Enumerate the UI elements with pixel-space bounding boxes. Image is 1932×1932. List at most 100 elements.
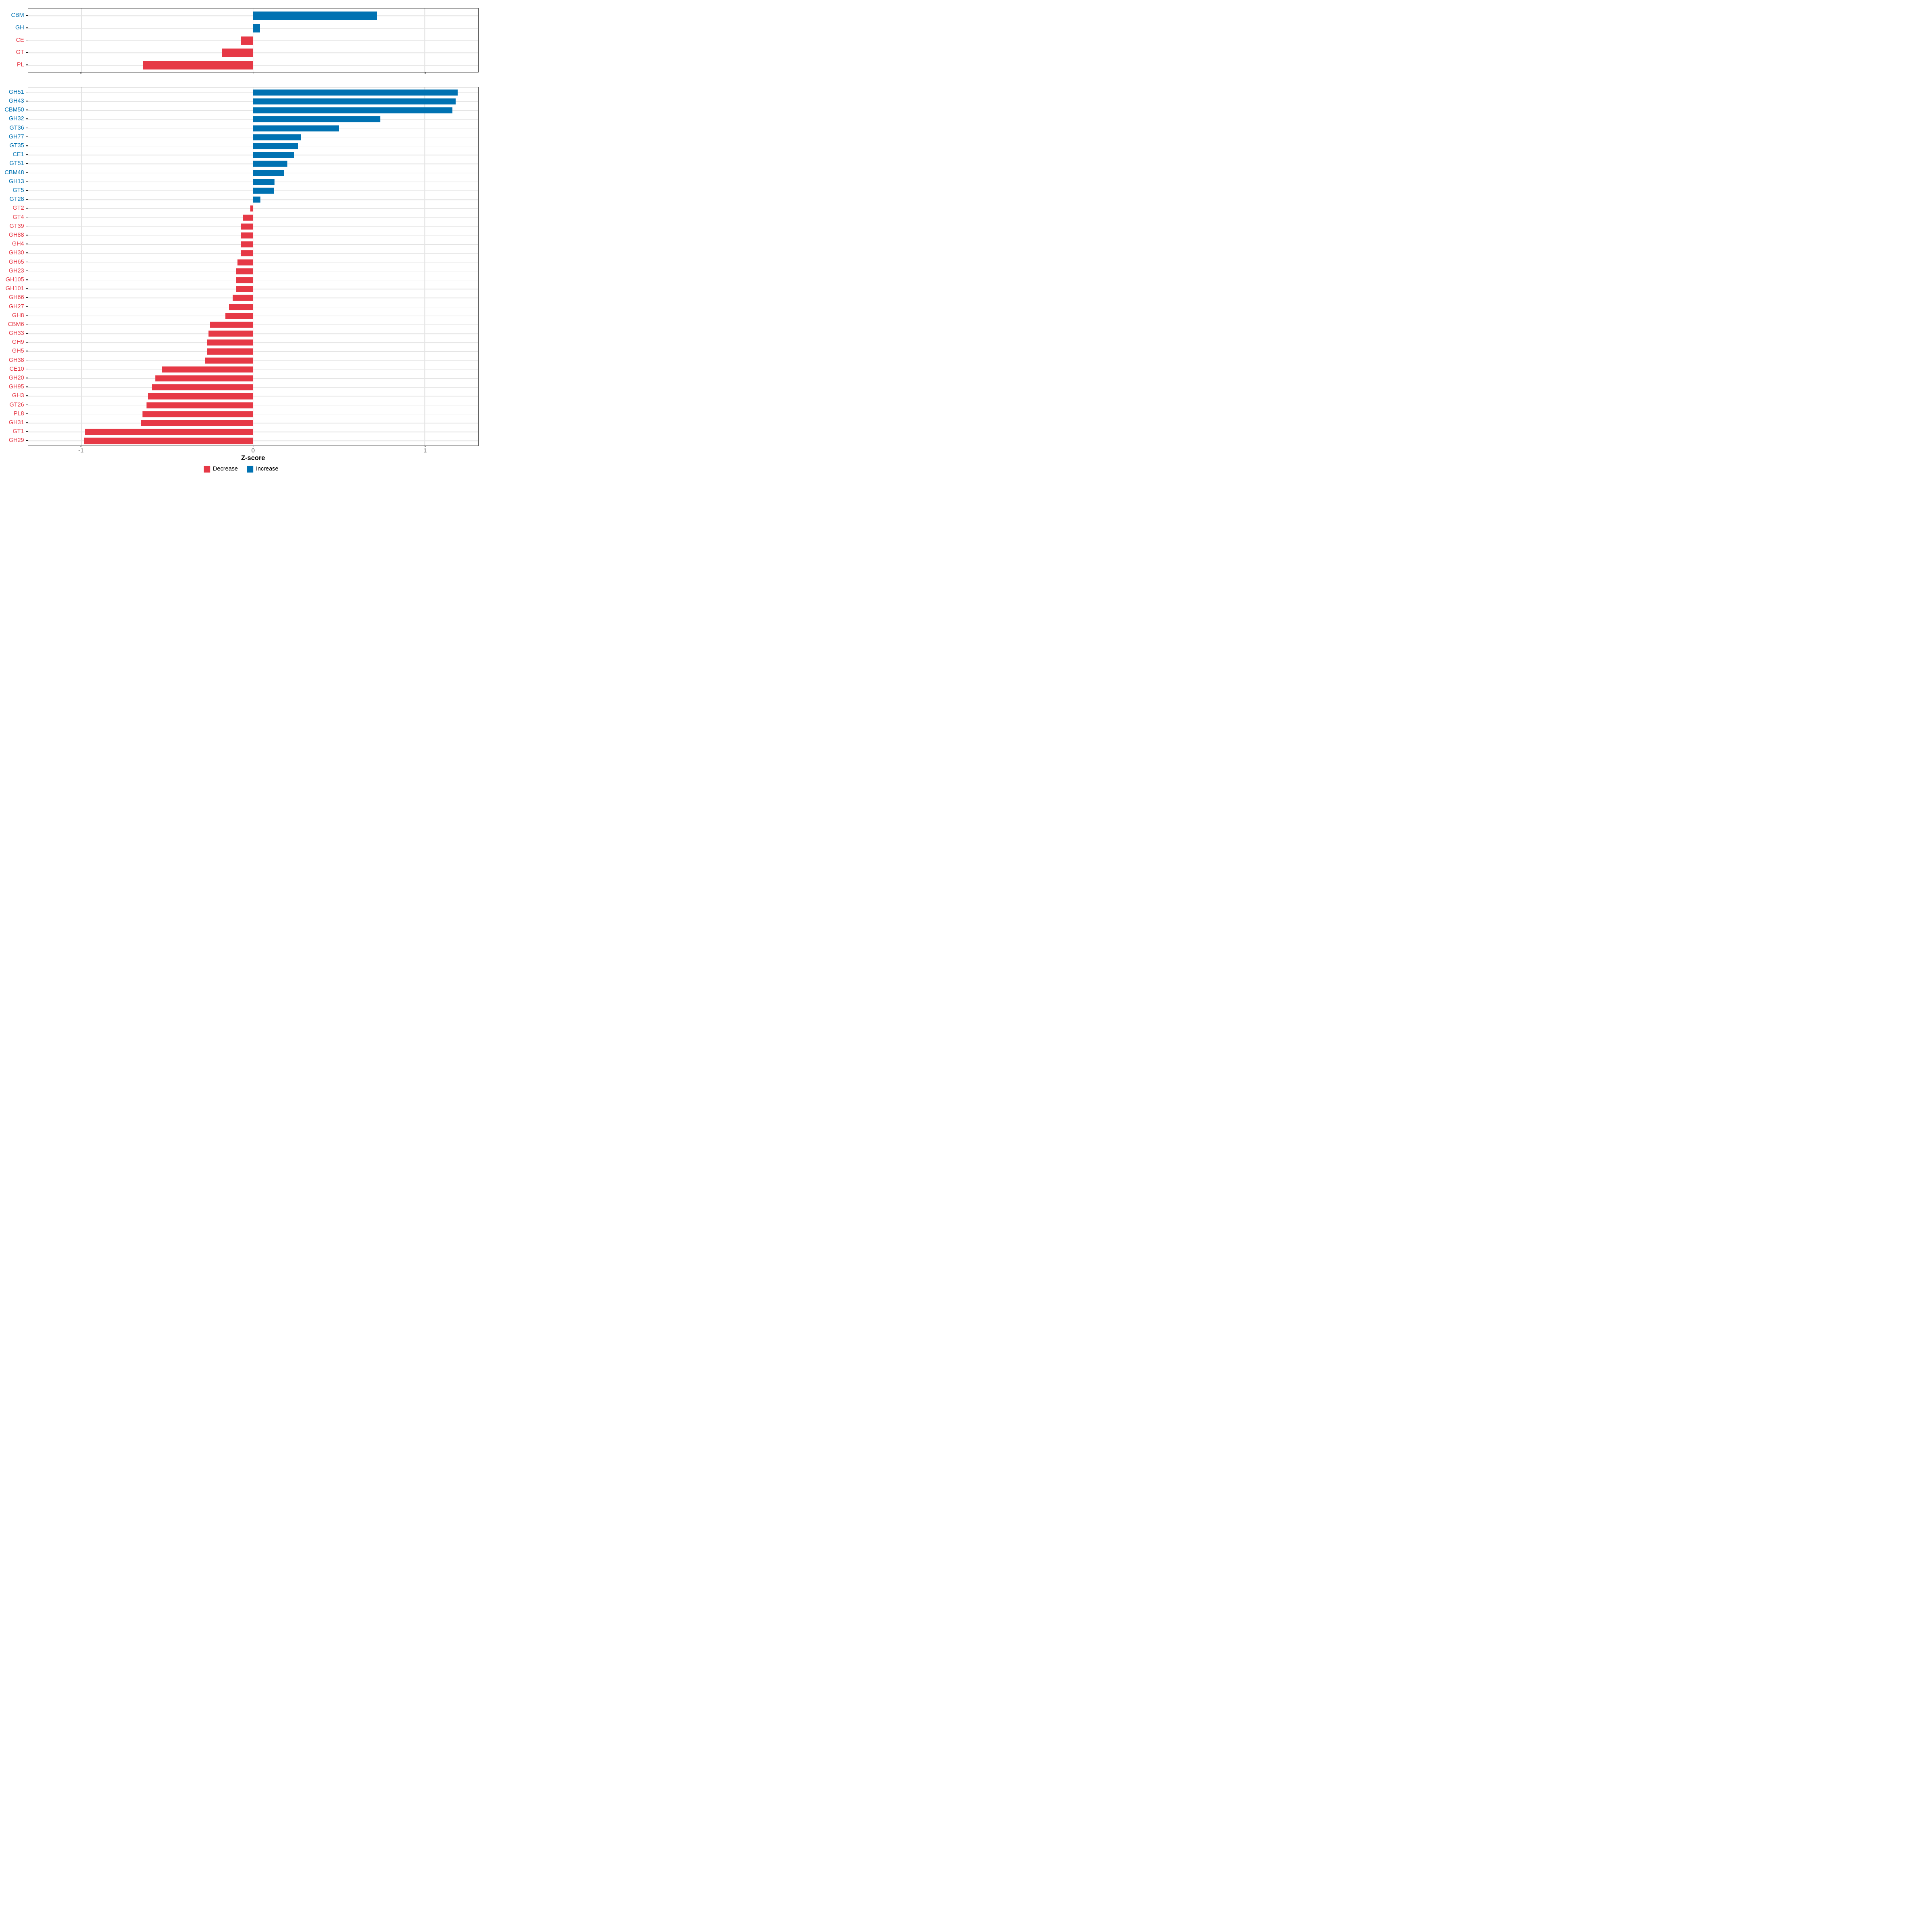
- bar-gh95: [151, 384, 253, 390]
- y-tick-mark: [26, 359, 28, 361]
- y-tick-mark: [26, 413, 28, 414]
- bar-gt51: [253, 161, 288, 167]
- category-label-gh77: GH77: [8, 133, 24, 140]
- category-label-pl: PL: [17, 61, 24, 68]
- bar-gh65: [237, 259, 253, 266]
- bar-gh33: [208, 330, 253, 337]
- x-tick-label-0: 0: [251, 447, 255, 454]
- y-tick-mark: [26, 324, 28, 325]
- y-tick-mark: [26, 288, 28, 289]
- category-label-ce: CE: [16, 37, 24, 43]
- category-label-gh4: GH4: [12, 240, 24, 247]
- legend-swatch-decrease: [203, 466, 210, 473]
- category-label-pl8: PL8: [13, 410, 24, 417]
- category-label-gt: GT: [16, 49, 24, 56]
- bar-gh27: [229, 303, 253, 310]
- bar-ce: [241, 36, 253, 45]
- category-label-gt35: GT35: [9, 142, 24, 149]
- category-label-gh29: GH29: [8, 437, 24, 444]
- bar-gh51: [253, 89, 458, 96]
- y-tick-mark: [26, 422, 28, 423]
- bar-gh20: [155, 375, 253, 382]
- y-tick-mark: [26, 225, 28, 227]
- category-label-gt36: GT36: [9, 124, 24, 131]
- bar-gh3: [148, 393, 253, 399]
- y-tick-mark: [26, 154, 28, 155]
- y-tick-mark: [26, 386, 28, 388]
- y-tick-mark: [26, 208, 28, 209]
- legend-item-decrease: Decrease: [203, 466, 238, 473]
- bar-gh66: [232, 295, 253, 301]
- category-label-cbm48: CBM48: [4, 169, 24, 176]
- bar-cbm50: [253, 107, 452, 114]
- bar-gt26: [147, 402, 253, 409]
- zscore-figure: CBM GH CE GT PL GH51 GH43 CBM50 GH32 GT36 GH77 GT35…: [0, 0, 483, 483]
- bar-gh38: [205, 357, 253, 364]
- bar-gh13: [253, 179, 275, 185]
- y-tick-mark: [26, 52, 28, 53]
- x-tick-label-1: 1: [423, 447, 427, 454]
- category-label-gh31: GH31: [8, 419, 24, 426]
- bar-ce1: [253, 152, 295, 158]
- category-label-ce10: CE10: [9, 365, 24, 372]
- category-label-gh101: GH101: [5, 285, 24, 292]
- category-label-gh95: GH95: [8, 384, 24, 390]
- y-tick-mark: [26, 27, 28, 28]
- category-label-gh51: GH51: [8, 89, 24, 95]
- y-tick-mark: [26, 199, 28, 200]
- category-label-gh20: GH20: [8, 374, 24, 381]
- y-tick-mark: [26, 217, 28, 218]
- y-tick-mark: [26, 431, 28, 432]
- bar-gt36: [253, 125, 339, 132]
- x-tick-mark: [252, 446, 254, 448]
- y-tick-mark: [26, 145, 28, 146]
- family-panel: [27, 87, 479, 446]
- category-label-gh30: GH30: [8, 250, 24, 256]
- bar-cbm48: [253, 170, 284, 176]
- category-label-gh33: GH33: [8, 330, 24, 336]
- y-tick-mark: [26, 118, 28, 120]
- category-label-cbm: CBM: [11, 12, 24, 19]
- category-label-gh43: GH43: [8, 97, 24, 104]
- y-tick-mark: [26, 315, 28, 316]
- bar-gt1: [85, 429, 253, 435]
- x-tick-label--1: -1: [78, 447, 84, 454]
- bar-gt35: [253, 143, 298, 149]
- y-tick-mark: [26, 136, 28, 137]
- y-tick-mark: [26, 109, 28, 110]
- bar-gh32: [253, 116, 380, 122]
- category-label-gh9: GH9: [12, 339, 24, 346]
- category-label-gh38: GH38: [8, 357, 24, 363]
- bar-pl: [143, 61, 253, 70]
- category-label-gh: GH: [15, 24, 24, 31]
- category-label-gh5: GH5: [12, 348, 24, 355]
- category-label-gt28: GT28: [9, 196, 24, 202]
- bar-gh30: [241, 250, 253, 256]
- bar-ce10: [162, 366, 253, 373]
- category-label-cbm6: CBM6: [8, 321, 24, 328]
- category-label-gh88: GH88: [8, 231, 24, 238]
- bar-gh5: [206, 348, 253, 355]
- class-panel: [27, 8, 479, 72]
- category-label-gt2: GT2: [12, 205, 24, 212]
- gridline-vertical: [81, 87, 82, 446]
- x-tick-mark: [252, 72, 254, 74]
- legend-label-decrease: Decrease: [213, 466, 238, 473]
- y-tick-mark: [26, 172, 28, 173]
- category-label-ce1: CE1: [12, 151, 24, 158]
- y-tick-mark: [26, 190, 28, 191]
- legend-label-increase: Increase: [256, 466, 279, 473]
- gridline-vertical: [81, 8, 82, 72]
- bar-gh: [253, 24, 260, 33]
- x-tick-mark: [80, 72, 82, 74]
- gridline-vertical: [253, 8, 254, 72]
- category-label-gt51: GT51: [9, 160, 24, 167]
- y-tick-mark: [26, 270, 28, 271]
- x-tick-mark: [80, 446, 82, 448]
- y-tick-mark: [26, 181, 28, 182]
- bar-gh101: [236, 286, 253, 292]
- legend-item-increase: Increase: [246, 466, 279, 473]
- category-label-gh105: GH105: [5, 276, 24, 283]
- bar-cbm: [253, 11, 377, 20]
- y-tick-mark: [26, 252, 28, 254]
